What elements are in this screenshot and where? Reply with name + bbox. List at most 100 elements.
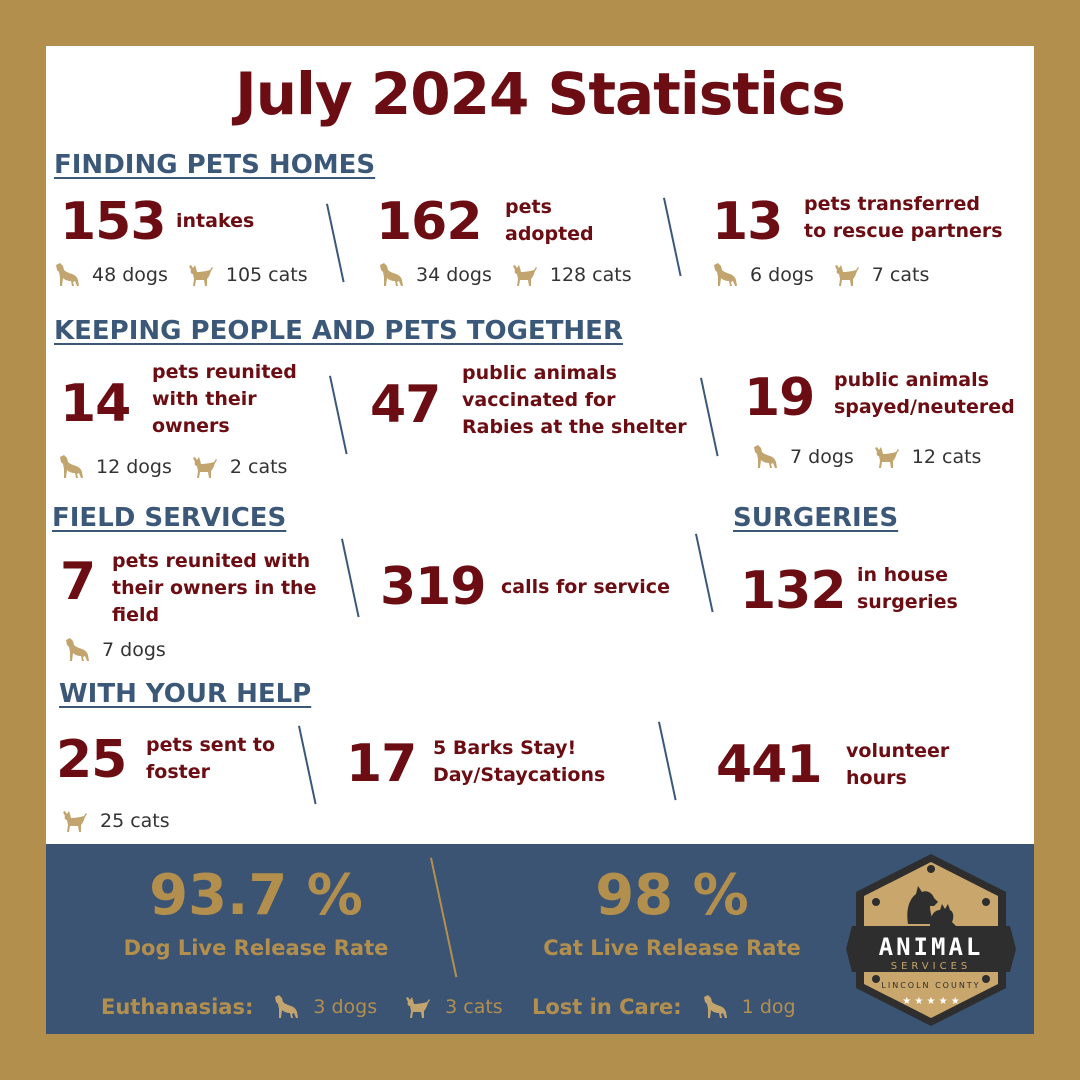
reunited-cats: 2 cats: [229, 456, 288, 478]
spayed-label: public animals spayed/neutered: [834, 367, 1015, 421]
field-reunited-label: pets reunited with their owners in the f…: [112, 548, 316, 629]
lost-in-care-label: Lost in Care:: [532, 995, 682, 1019]
barks-label: 5 Barks Stay! Day/Staycations: [433, 735, 605, 789]
cat-icon: [834, 262, 860, 288]
dog-icon: [64, 637, 90, 663]
volunteer-label-line2: hours: [846, 767, 907, 789]
logo-stars: ★ ★ ★ ★ ★: [902, 996, 960, 1007]
spayed-label-line2: spayed/neutered: [834, 396, 1015, 418]
field-reunited-breakdown: 7 dogs: [64, 637, 166, 663]
spayed-cats: 12 cats: [911, 446, 982, 468]
adopted-cats: 128 cats: [549, 264, 632, 286]
reunited-label-line2: with their: [152, 388, 257, 410]
reunited-label-line1: pets reunited: [152, 361, 297, 383]
cat-icon: [405, 994, 431, 1020]
spayed-breakdown: 7 dogs 12 cats: [752, 444, 981, 470]
cat-icon: [512, 262, 538, 288]
transferred-label-line2: to rescue partners: [804, 220, 1003, 242]
vaccinated-label-line1: public animals: [462, 362, 617, 384]
divider: [663, 197, 682, 277]
adopted-label-line1: pets: [505, 196, 552, 218]
field-reunited-label-line1: pets reunited with: [112, 550, 311, 572]
dog-icon: [752, 444, 778, 470]
section-help-heading: WITH YOUR HELP: [59, 679, 312, 709]
field-reunited-label-line3: field: [112, 604, 160, 626]
divider: [700, 377, 719, 457]
dog-icon: [702, 994, 728, 1020]
divider: [695, 533, 714, 613]
reunited-dogs: 12 dogs: [96, 456, 172, 478]
surgeries-label: in house surgeries: [857, 562, 958, 616]
field-reunited-label-line2: their owners in the: [112, 577, 317, 599]
divider: [341, 538, 360, 618]
vaccinated-label-line2: vaccinated for: [462, 389, 616, 411]
barks-label-line1: 5 Barks Stay!: [433, 737, 577, 759]
volunteer-label-line1: volunteer: [846, 740, 950, 762]
vaccinated-number: 47: [370, 375, 441, 435]
spayed-number: 19: [744, 368, 815, 428]
reunited-breakdown: 12 dogs 2 cats: [58, 454, 287, 480]
lost-in-care-dogs: 1 dog: [741, 996, 796, 1018]
intakes-label: intakes: [176, 210, 255, 232]
dog-release-rate: 93.7 %: [149, 863, 363, 928]
calls-label: calls for service: [501, 576, 670, 598]
surgeries-label-line2: surgeries: [857, 591, 958, 613]
cat-icon: [188, 262, 214, 288]
intakes-dogs: 48 dogs: [92, 264, 168, 286]
transferred-dogs: 6 dogs: [750, 264, 814, 286]
dog-icon: [712, 262, 738, 288]
volunteer-label: volunteer hours: [846, 738, 949, 792]
transferred-label-line1: pets transferred: [804, 193, 980, 215]
divider: [298, 725, 317, 805]
vaccinated-label: public animals vaccinated for Rabies at …: [462, 360, 687, 441]
lost-in-care-row: Lost in Care: 1 dog: [532, 994, 796, 1020]
transferred-number: 13: [712, 192, 783, 252]
field-reunited-number: 7: [60, 552, 96, 612]
foster-label-line2: foster: [146, 761, 210, 783]
section-finding-heading: FINDING PETS HOMES: [54, 150, 376, 180]
divider: [329, 375, 348, 455]
footer-panel: 93.7 % Dog Live Release Rate 98 % Cat Li…: [46, 844, 1034, 1034]
euthanasias-dogs: 3 dogs: [313, 996, 378, 1018]
intakes-breakdown: 48 dogs 105 cats: [54, 262, 308, 288]
transferred-label: pets transferred to rescue partners: [804, 191, 1003, 245]
section-field-heading: FIELD SERVICES: [52, 503, 287, 533]
dog-icon: [273, 994, 299, 1020]
calls-number: 319: [380, 557, 487, 617]
transferred-cats: 7 cats: [871, 264, 930, 286]
volunteer-number: 441: [716, 735, 823, 795]
foster-breakdown: 25 cats: [62, 808, 170, 834]
barks-label-line2: Day/Staycations: [433, 764, 606, 786]
animal-services-logo: ANIMAL SERVICES LINCOLN COUNTY ★ ★ ★ ★ ★: [846, 852, 1016, 1028]
foster-label: pets sent to foster: [146, 732, 275, 786]
vaccinated-label-line3: Rabies at the shelter: [462, 416, 687, 438]
adopted-breakdown: 34 dogs 128 cats: [378, 262, 632, 288]
logo-text-county: LINCOLN COUNTY: [881, 981, 980, 990]
cat-release-label: Cat Live Release Rate: [543, 936, 801, 960]
euthanasias-label: Euthanasias:: [101, 995, 254, 1019]
foster-number: 25: [56, 730, 127, 790]
spayed-dogs: 7 dogs: [790, 446, 854, 468]
intakes-number: 153: [60, 192, 167, 252]
divider: [658, 721, 677, 801]
dog-release-label: Dog Live Release Rate: [123, 936, 389, 960]
adopted-number: 162: [376, 192, 483, 252]
field-reunited-dogs: 7 dogs: [102, 639, 166, 661]
logo-text-services: SERVICES: [891, 961, 972, 972]
adopted-label: pets adopted: [505, 194, 594, 248]
transferred-breakdown: 6 dogs 7 cats: [712, 262, 929, 288]
surgeries-number: 132: [740, 561, 847, 621]
cat-icon: [62, 808, 88, 834]
barks-number: 17: [346, 734, 417, 794]
foster-label-line1: pets sent to: [146, 734, 276, 756]
cat-icon: [192, 454, 218, 480]
adopted-label-line2: adopted: [505, 223, 594, 245]
logo-text-animal: ANIMAL: [879, 933, 984, 961]
reunited-label-line3: owners: [152, 415, 230, 437]
section-keeping-heading: KEEPING PEOPLE AND PETS TOGETHER: [54, 316, 623, 346]
adopted-dogs: 34 dogs: [416, 264, 492, 286]
foster-cats: 25 cats: [100, 810, 170, 832]
cat-icon: [874, 444, 900, 470]
reunited-label: pets reunited with their owners: [152, 359, 297, 440]
divider: [430, 857, 458, 978]
